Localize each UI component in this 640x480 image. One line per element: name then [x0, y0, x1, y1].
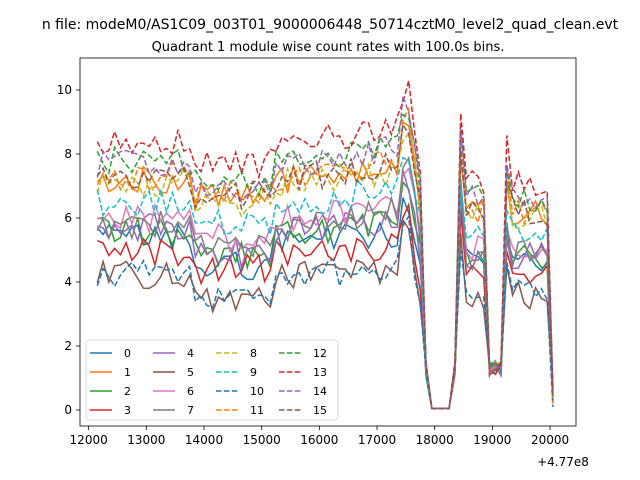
- series-line-9: [96, 156, 554, 410]
- chart-title: Quadrant 1 module wise count rates with …: [152, 40, 505, 55]
- x-tick-label: 20000: [531, 433, 569, 447]
- legend-label: 15: [313, 404, 327, 417]
- series-line-10: [96, 214, 554, 410]
- y-axis: 0 2 4 6 8 10: [57, 83, 80, 417]
- legend-label: 9: [250, 366, 257, 379]
- series-line-7: [96, 155, 554, 410]
- legend-frame: [85, 339, 339, 421]
- y-tick-label: 10: [57, 83, 72, 97]
- x-tick-label: 13000: [127, 433, 165, 447]
- legend-label: 7: [187, 404, 194, 417]
- legend-label: 2: [124, 385, 131, 398]
- legend-label: 11: [250, 404, 264, 417]
- series-line-14: [96, 95, 554, 410]
- legend-label: 8: [250, 347, 257, 360]
- series-lines: [96, 80, 554, 410]
- legend-label: 10: [250, 385, 264, 398]
- legend-label: 5: [187, 366, 194, 379]
- y-tick-label: 0: [64, 403, 72, 417]
- x-tick-label: 18000: [416, 433, 454, 447]
- series-line-4: [97, 169, 554, 410]
- legend-label: 14: [313, 385, 327, 398]
- y-tick-label: 4: [64, 275, 72, 289]
- x-tick-label: 14000: [185, 433, 223, 447]
- series-line-11: [96, 106, 554, 410]
- y-tick-label: 8: [64, 147, 72, 161]
- legend-label: 4: [187, 347, 194, 360]
- x-tick-label: 19000: [473, 433, 511, 447]
- y-tick-label: 6: [64, 211, 72, 225]
- x-axis: 12000 13000 14000 15000 16000 17000 18000 19000…: [70, 426, 569, 447]
- x-offset-text: +4.77e8: [537, 455, 589, 469]
- legend-label: 1: [124, 366, 131, 379]
- legend-label: 13: [313, 366, 327, 379]
- series-line-15: [96, 122, 554, 410]
- series-line-5: [96, 218, 554, 410]
- x-tick-label: 15000: [243, 433, 281, 447]
- legend-label: 6: [187, 385, 194, 398]
- y-tick-label: 2: [64, 339, 72, 353]
- plot-frame: [79, 57, 577, 427]
- series-line-12: [96, 113, 554, 410]
- legend-label: 0: [124, 347, 131, 360]
- series-line-13: [96, 80, 554, 410]
- legend-label: 3: [124, 404, 131, 417]
- series-line-8: [96, 132, 554, 410]
- x-tick-label: 12000: [70, 433, 108, 447]
- x-tick-label: 17000: [358, 433, 396, 447]
- legend-label: 12: [313, 347, 327, 360]
- series-line-6: [97, 167, 554, 410]
- figure-suptitle: n file: modeM0/AS1C09_003T01_9000006448_…: [42, 17, 619, 33]
- x-tick-label: 16000: [300, 433, 338, 447]
- series-line-3: [97, 201, 554, 410]
